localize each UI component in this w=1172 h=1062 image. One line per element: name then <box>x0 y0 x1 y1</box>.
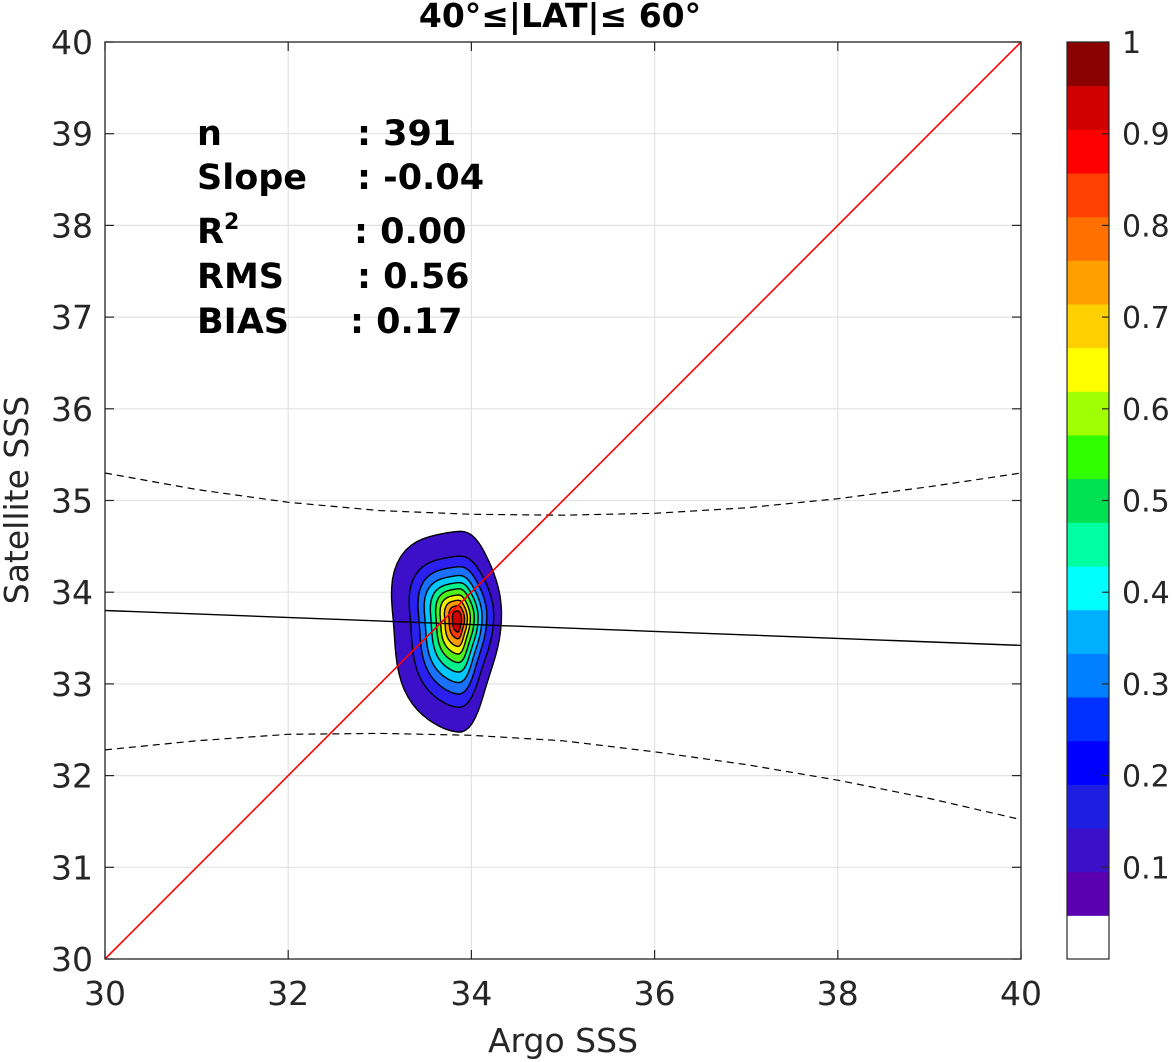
colorbar-tick-label: 0.7 <box>1122 301 1170 336</box>
x-tick-label: 38 <box>817 974 859 1013</box>
colorbar-segment <box>1067 42 1109 87</box>
colorbar-segment <box>1067 435 1109 480</box>
x-tick-label: 32 <box>267 974 309 1013</box>
y-tick-label: 35 <box>51 482 93 521</box>
colorbar-segment <box>1067 85 1109 130</box>
x-tick-label: 36 <box>634 974 676 1013</box>
one-to-one-line <box>104 41 1022 960</box>
colorbar-segment <box>1067 260 1109 305</box>
colorbar-segment <box>1067 522 1109 567</box>
y-tick-label: 33 <box>51 665 93 704</box>
y-axis-title: Satellite SSS <box>0 396 36 605</box>
colorbar-tick-label: 0.8 <box>1122 209 1170 244</box>
colorbar-segment <box>1067 391 1109 436</box>
density-contour-0.95 <box>451 610 463 633</box>
colorbar-segment <box>1067 784 1109 829</box>
colorbar-segment <box>1067 566 1109 611</box>
x-tick-label: 40 <box>1000 974 1042 1013</box>
stat-r2-value: : 0.00 <box>354 212 467 252</box>
upper-confidence-line <box>104 472 1022 516</box>
stat-r2-label: R2 <box>197 210 239 252</box>
y-tick-label: 31 <box>51 848 93 887</box>
colorbar-segment <box>1067 697 1109 742</box>
colorbar-tick-label: 0.2 <box>1122 760 1170 795</box>
colorbar-segment <box>1067 915 1109 960</box>
density-contours <box>390 530 503 733</box>
stat-r2-letter: R <box>197 212 224 252</box>
y-tick-label: 39 <box>51 115 93 154</box>
y-tick-label: 30 <box>51 940 93 979</box>
stat-bias-label: BIAS <box>197 302 289 342</box>
stat-rms-value: : 0.56 <box>357 257 470 297</box>
colorbar-segment <box>1067 216 1109 261</box>
y-tick-label: 34 <box>51 573 93 612</box>
stat-n-label: n <box>197 114 222 154</box>
x-tick-label: 34 <box>450 974 492 1013</box>
fit-lines <box>104 41 1022 960</box>
colorbar-segment <box>1067 129 1109 174</box>
colorbar-segment <box>1067 740 1109 785</box>
colorbar-segment <box>1067 173 1109 218</box>
y-tick-label: 32 <box>51 757 93 796</box>
stats-box: n : 391 Slope : -0.04 R2 : 0.00 RMS : 0.… <box>197 114 484 342</box>
colorbar-tick-label: 0.4 <box>1122 576 1170 611</box>
y-tick-label: 37 <box>51 298 93 337</box>
y-tick-label: 38 <box>51 206 93 245</box>
y-tick-label: 36 <box>51 390 93 429</box>
colorbar-segment <box>1067 347 1109 392</box>
colorbar-tick-label: 0.5 <box>1122 485 1170 520</box>
colorbar-segment <box>1067 871 1109 916</box>
colorbar-segment <box>1067 653 1109 698</box>
colorbar-segment <box>1067 828 1109 873</box>
colorbar: 1 0.9 0.8 0.7 0.6 0.5 0.4 0.3 0.2 0.1 <box>1066 26 1170 960</box>
x-tick-label: 30 <box>84 974 126 1013</box>
stat-slope-value: : -0.04 <box>357 158 484 198</box>
colorbar-segment <box>1067 609 1109 654</box>
colorbar-tick-label: 1 <box>1122 26 1141 61</box>
stat-r2-superscript: 2 <box>224 210 239 235</box>
stat-rms-label: RMS <box>197 257 284 297</box>
chart-title: 40°≤|LAT|≤ 60° <box>419 0 701 35</box>
regression-line <box>104 609 1022 647</box>
stat-bias-value: : 0.17 <box>350 302 463 342</box>
axis-ticks: 30 32 34 36 38 40 30 31 32 33 34 35 36 37 38 39 40 <box>51 23 1042 1013</box>
lower-confidence-line <box>104 732 1022 821</box>
x-axis-title: Argo SSS <box>488 1021 638 1060</box>
colorbar-tick-label: 0.9 <box>1122 118 1170 153</box>
colorbar-tick-label: 0.1 <box>1122 851 1170 886</box>
stat-n-value: : 391 <box>357 114 456 154</box>
colorbar-segment <box>1067 304 1109 349</box>
y-tick-label: 40 <box>51 23 93 62</box>
colorbar-tick-label: 0.3 <box>1122 668 1170 703</box>
colorbar-tick-label: 0.6 <box>1122 393 1170 428</box>
stat-slope-label: Slope <box>197 158 307 198</box>
